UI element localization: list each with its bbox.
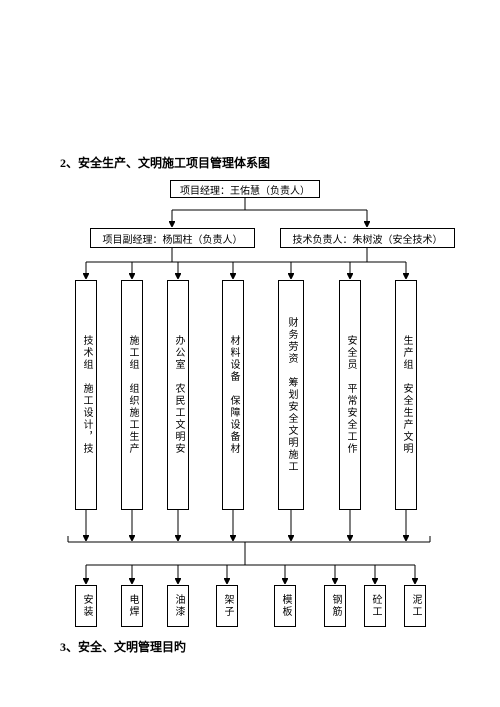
section-heading-bottom: 3、安全、文明管理目旳 bbox=[60, 638, 186, 655]
node-sub-formwork: 模板 bbox=[274, 585, 296, 627]
node-deputy-right: 技术负责人：朱树波（安全技术） bbox=[280, 228, 455, 248]
node-col-office: 办公室 农民工文明安 bbox=[167, 280, 189, 510]
node-col-material: 材料设备 保障设备材 bbox=[222, 280, 244, 510]
node-root: 项目经理：王佑慧（负责人） bbox=[170, 180, 320, 198]
node-sub-concrete: 砼工 bbox=[364, 585, 386, 627]
node-sub-mason: 泥工 bbox=[404, 585, 426, 627]
node-sub-scaffold: 架子 bbox=[216, 585, 238, 627]
node-sub-rebar: 钢筋 bbox=[324, 585, 346, 627]
node-col-construction: 施工组 组织施工生产 bbox=[121, 280, 143, 510]
node-col-production: 生产组 安全生产文明 bbox=[395, 280, 417, 510]
node-col-safety: 安全员 平常安全工作 bbox=[339, 280, 361, 510]
section-heading-top: 2、安全生产、文明施工项目管理体系图 bbox=[60, 154, 270, 171]
node-sub-paint: 油漆 bbox=[167, 585, 189, 627]
node-deputy-left: 项目副经理：杨国柱（负责人） bbox=[90, 228, 255, 248]
node-col-tech: 技术组 施工设计，技 bbox=[75, 280, 97, 510]
node-col-finance: 财务劳资 筹划安全文明施工 bbox=[278, 280, 304, 510]
node-sub-install: 安装 bbox=[75, 585, 97, 627]
node-sub-weld: 电焊 bbox=[121, 585, 143, 627]
